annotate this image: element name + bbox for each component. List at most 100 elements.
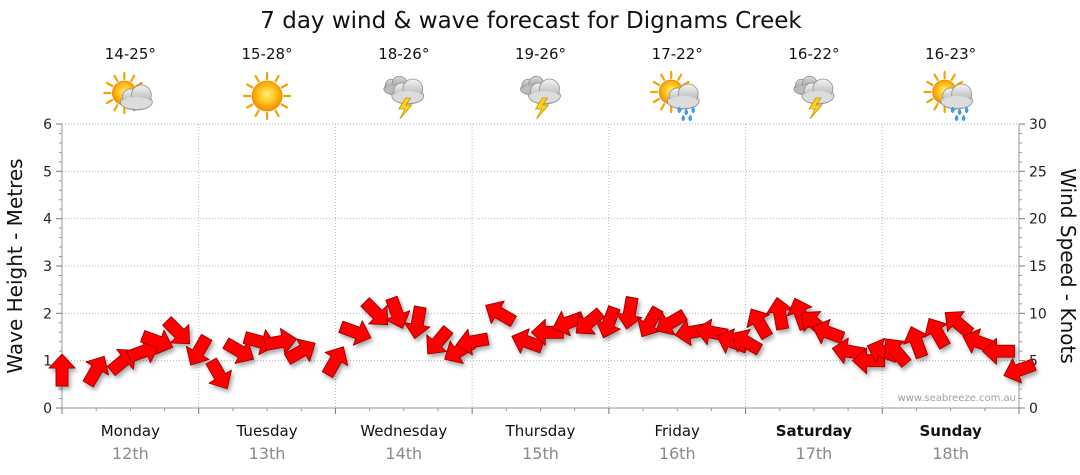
day-date-label: 15th (522, 444, 559, 463)
left-axis-title: Wave Height - Metres (3, 158, 27, 373)
day-temperature: 18-26° (378, 45, 429, 63)
wind-arrow (595, 305, 621, 339)
cloud-shape (528, 78, 561, 105)
day-name-label: Friday (654, 422, 700, 440)
lightning-bolt (398, 97, 413, 120)
gridlines (62, 123, 1019, 408)
credit-label: www.seabreeze.com.au (898, 393, 1016, 404)
day-name-label: Tuesday (236, 422, 298, 440)
wind-arrow (82, 355, 109, 388)
wind-arrow (321, 346, 349, 379)
wind-arrow (162, 316, 190, 345)
cloud-shape (666, 83, 700, 110)
wind-arrow (1003, 358, 1037, 384)
wind-arrow (485, 300, 517, 327)
day-name-label: Sunday (919, 422, 982, 440)
plot-area: 0 1 2 3 4 5 6 0 5 10 15 20 25 30 www.seabreeze.com.a… (43, 117, 1047, 417)
wind-arrow (205, 357, 232, 390)
sun-rays (242, 71, 292, 121)
day-date-label: 18th (932, 444, 969, 463)
right-tick-label: 5 (1029, 354, 1038, 370)
chart-title: 7 day wind & wave forecast for Dignams C… (260, 8, 802, 34)
sun-showers-icon (650, 70, 700, 122)
day-name-label: Saturday (776, 422, 853, 440)
wind-arrow (222, 337, 255, 364)
x-axis-labels: Monday 12th Tuesday 13th Wednesday 14th Thursd… (61, 408, 1020, 463)
thunderstorm-icon (793, 75, 835, 120)
wind-arrow (766, 297, 793, 331)
right-axis-title: Wind Speed - Knots (1056, 168, 1080, 364)
left-tick-label: 2 (43, 306, 52, 322)
left-tick-label: 6 (43, 117, 52, 133)
sun-disc (251, 80, 283, 112)
wind-arrow (944, 311, 975, 339)
day-temperature: 14-25° (105, 45, 156, 63)
wind-arrow (731, 328, 763, 356)
lightning-bolt (808, 97, 823, 120)
thunderstorm-icon (520, 75, 561, 120)
day-temperature: 16-22° (788, 45, 839, 63)
rain-drops (677, 106, 695, 122)
day-date-label: 17th (796, 444, 833, 463)
wind-arrow (812, 318, 846, 345)
day-name-label: Thursday (505, 422, 576, 440)
left-tick-label: 1 (43, 354, 52, 370)
wind-arrow (637, 305, 664, 338)
day-date-label: 16th (659, 444, 696, 463)
partly-cloudy-icon (103, 71, 153, 115)
right-tick-label: 20 (1029, 212, 1047, 228)
day-temperature: 16-23° (925, 45, 976, 63)
thunderstorm-icon (383, 75, 425, 120)
wind-arrow (185, 333, 213, 366)
wind-arrow (746, 308, 773, 341)
cloud-shape (940, 83, 973, 110)
wind-arrow (426, 325, 454, 355)
day-date-label: 14th (385, 444, 422, 463)
day-temperature: 15-28° (242, 45, 293, 63)
wind-arrow (552, 310, 586, 337)
right-axis-ticks: 0 5 10 15 20 25 30 (1019, 117, 1047, 417)
day-name-label: Monday (101, 422, 160, 440)
cloud-shape (391, 78, 425, 105)
right-tick-label: 30 (1029, 117, 1047, 133)
day-temperature: 19-26° (515, 45, 566, 63)
left-tick-label: 0 (43, 401, 52, 417)
wind-arrow (263, 328, 297, 355)
left-axis-ticks: 0 1 2 3 4 5 6 (43, 117, 62, 417)
left-tick-label: 3 (43, 259, 52, 275)
wind-arrow (884, 338, 912, 368)
wind-arrow (674, 319, 709, 346)
wind-arrow (575, 307, 605, 335)
wind-arrow (656, 309, 688, 336)
day-headers: 14-25° 15-28° 18-26° 19-26° 17-22° 16-22° 16-2… (103, 45, 976, 122)
day-name-label: Wednesday (360, 422, 447, 440)
rain-drops (950, 106, 969, 122)
sun-showers-icon (923, 70, 973, 122)
day-date-label: 13th (249, 444, 286, 463)
right-tick-label: 10 (1029, 306, 1047, 322)
cloud-shape (120, 84, 153, 111)
wind-arrow (924, 317, 951, 350)
right-tick-label: 0 (1029, 401, 1038, 417)
right-tick-label: 15 (1029, 259, 1047, 275)
wind-arrow (385, 295, 411, 329)
wind-arrow-series (48, 295, 1037, 390)
wind-arrow (403, 305, 431, 340)
wind-arrow (338, 320, 372, 346)
day-temperature: 17-22° (652, 45, 703, 63)
wind-arrow (982, 337, 1015, 365)
cloud-shape (801, 78, 835, 105)
wind-arrow (455, 328, 490, 356)
wind-arrow (615, 296, 643, 330)
day-date-label: 12th (112, 444, 149, 463)
wind-arrow (360, 297, 389, 326)
wind-arrow (903, 326, 929, 360)
wind-arrow (283, 338, 316, 365)
right-tick-label: 25 (1029, 164, 1047, 180)
lightning-bolt (534, 97, 550, 120)
left-tick-label: 5 (43, 164, 52, 180)
wind-arrow (140, 329, 174, 356)
left-tick-label: 4 (43, 212, 52, 228)
wind-arrow (48, 353, 76, 387)
